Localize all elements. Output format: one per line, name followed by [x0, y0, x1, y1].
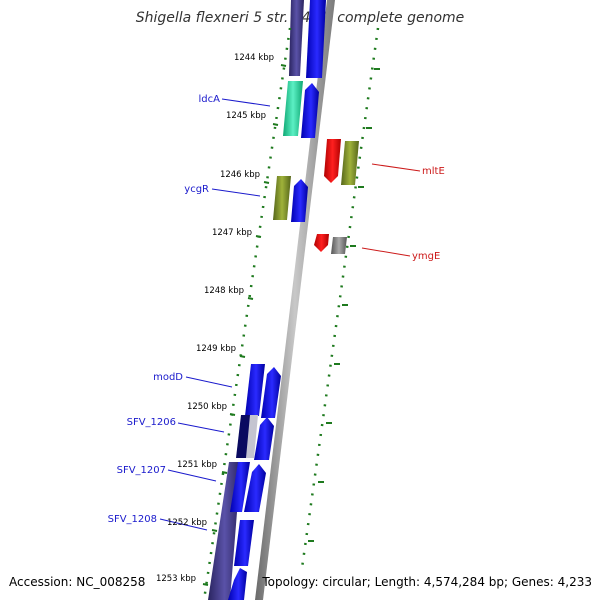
- gene-mlte-olive: [341, 141, 359, 185]
- gene-ymge-red: [314, 234, 329, 252]
- kbp-label: 1252 kbp: [167, 518, 207, 528]
- gene-arrow-3: [291, 179, 308, 222]
- gene-arrow-7: [228, 568, 247, 600]
- accession-text: Accession: NC_008258: [9, 575, 146, 589]
- right-dotted-track: [300, 27, 380, 569]
- gene-label-sfv-1208: SFV_1208: [108, 514, 157, 525]
- gene-sfv-1206-gray: [246, 415, 258, 458]
- gene-ldca: [283, 81, 303, 136]
- gene-arrow-2: [301, 83, 319, 138]
- gene-label-sfv-1206: SFV_1206: [127, 417, 176, 428]
- gene-arrow-5: [254, 417, 274, 460]
- gene-mlte-red: [324, 139, 341, 183]
- left-major-ticks: [202, 64, 287, 586]
- kbp-label: 1251 kbp: [177, 460, 217, 470]
- gene-label-mlte: mltE: [422, 166, 445, 177]
- kbp-label: 1248 kbp: [204, 286, 244, 296]
- gene-label-ymge: ymgE: [412, 251, 440, 262]
- gene-sfv-1208: [234, 520, 254, 566]
- gene-sfv-1207: [230, 462, 250, 512]
- gene-arrow-4: [261, 367, 281, 418]
- right-connectors: [361, 163, 421, 257]
- kbp-label: 1244 kbp: [234, 53, 274, 63]
- gene-label-sfv-1207: SFV_1207: [117, 465, 166, 476]
- gene-ycgr: [273, 176, 291, 220]
- kbp-label: 1245 kbp: [226, 111, 266, 121]
- right-major-ticks: [308, 68, 380, 542]
- gene-label-ycgr: ycgR: [184, 184, 209, 195]
- kbp-label: 1247 kbp: [212, 228, 252, 238]
- kbp-label: 1250 kbp: [187, 402, 227, 412]
- genome-summary-text: Topology: circular; Length: 4,574,284 bp…: [262, 575, 592, 589]
- gene-label-modd: modD: [153, 372, 183, 383]
- genome-backbone: [255, 0, 335, 600]
- gene-modd: [245, 364, 265, 416]
- gene-arrow-6: [244, 464, 266, 512]
- gene-ymge-gray: [331, 237, 347, 254]
- gene-block-dark-top: [289, 0, 304, 76]
- gene-arrow-top: [306, 0, 326, 78]
- kbp-label: 1253 kbp: [156, 574, 196, 584]
- left-connectors: [159, 98, 271, 531]
- gene-label-ldca: ldcA: [199, 94, 221, 105]
- kbp-label: 1249 kbp: [196, 344, 236, 354]
- kbp-label: 1246 kbp: [220, 170, 260, 180]
